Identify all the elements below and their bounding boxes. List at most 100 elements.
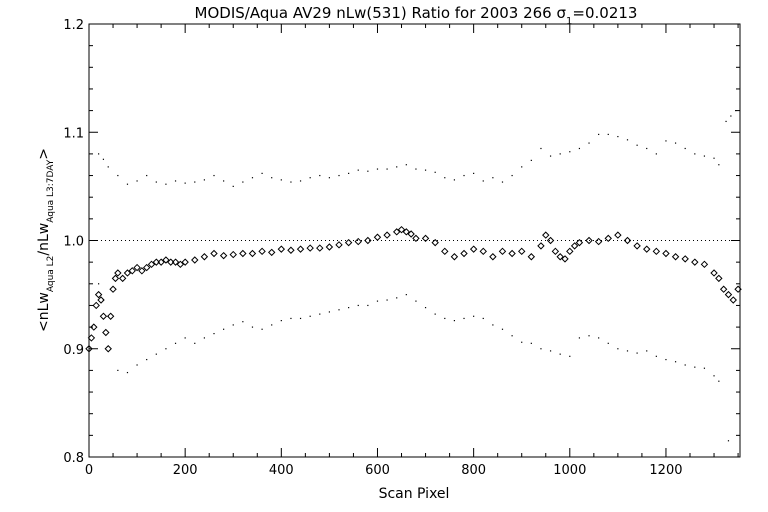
series-3-point xyxy=(674,361,677,363)
series-3-point xyxy=(434,313,436,315)
series-2-point xyxy=(348,172,350,174)
series-3-point xyxy=(242,321,244,323)
series-1-point xyxy=(556,253,564,261)
series-1-point xyxy=(92,301,100,310)
series-3-point xyxy=(444,317,446,320)
series-2-point xyxy=(424,169,427,171)
series-1-point xyxy=(604,234,612,243)
series-1-point xyxy=(99,312,108,320)
series-3-point xyxy=(415,300,417,302)
series-2-point xyxy=(338,174,340,177)
series-1-point xyxy=(142,263,151,272)
series-3-point xyxy=(540,348,542,350)
series-1-point xyxy=(715,274,723,283)
axis-ticks xyxy=(88,23,740,458)
series-3-point xyxy=(665,358,667,361)
series-2-point xyxy=(146,174,148,177)
series-2-point xyxy=(511,174,513,177)
series-3-point xyxy=(646,350,648,352)
series-2-point xyxy=(473,172,475,174)
outlier-point xyxy=(727,440,730,442)
series-3-point xyxy=(549,350,552,352)
series-2-point xyxy=(694,153,696,155)
series-2-point xyxy=(165,183,167,185)
series-1-point xyxy=(191,256,199,264)
x-tick-label: 400 xyxy=(269,463,294,478)
series-3-point xyxy=(559,353,561,355)
series-1-point xyxy=(498,247,507,256)
series-1-point xyxy=(393,228,401,236)
series-1-point xyxy=(162,256,170,264)
series-3-point xyxy=(98,283,100,285)
series-1-point xyxy=(407,230,415,238)
series-1-point xyxy=(623,236,632,245)
series-1-point xyxy=(229,250,237,259)
series-1-point xyxy=(575,238,584,247)
series-2-point xyxy=(482,180,484,182)
series-1-point xyxy=(325,243,334,251)
series-2-point xyxy=(588,142,590,144)
series-3-point xyxy=(492,324,494,326)
series-3-point xyxy=(280,320,282,322)
data-series xyxy=(85,110,742,442)
series-3-point xyxy=(578,337,581,339)
series-2-point xyxy=(271,177,273,179)
series-2-point xyxy=(376,168,379,170)
outlier-point xyxy=(735,110,737,112)
series-3-point xyxy=(174,342,177,344)
series-2-point xyxy=(713,157,715,159)
series-3-point xyxy=(501,328,504,330)
series-2-point xyxy=(367,170,369,172)
series-1-point xyxy=(542,231,550,239)
x-tick-label: 1200 xyxy=(649,463,682,478)
series-1-point xyxy=(200,253,209,261)
series-1-point xyxy=(316,244,324,252)
series-3-point xyxy=(338,309,340,311)
series-1-point xyxy=(652,247,661,256)
series-2-point xyxy=(213,174,215,177)
series-2-point xyxy=(617,135,619,138)
title-sigma: σ xyxy=(557,4,567,22)
series-2-point xyxy=(242,181,244,183)
series-3-point xyxy=(655,355,657,357)
series-1-point xyxy=(383,231,391,239)
series-1-point xyxy=(734,285,742,293)
series-3-point xyxy=(251,326,254,328)
series-1-point xyxy=(118,274,127,283)
series-3-point xyxy=(530,342,532,344)
series-3-point xyxy=(136,364,138,366)
series-2-point xyxy=(251,177,254,179)
series-3-point xyxy=(598,337,600,339)
series-3-point xyxy=(271,324,273,326)
series-1-point xyxy=(489,253,497,261)
series-1-point xyxy=(87,334,96,342)
series-3-point xyxy=(107,315,109,317)
series-3-point xyxy=(319,313,321,315)
series-1-point xyxy=(85,345,93,353)
series-3-point xyxy=(126,371,129,374)
series-2-point xyxy=(453,179,456,181)
series-2-point xyxy=(319,174,321,177)
series-3-point xyxy=(453,320,456,322)
series-1-point xyxy=(176,260,185,269)
series-2-point xyxy=(223,180,225,182)
series-1-point xyxy=(364,236,372,245)
series-2-point xyxy=(232,185,234,187)
series-3-point xyxy=(703,367,706,369)
series-1-point xyxy=(133,263,141,272)
series-1-point xyxy=(412,234,420,243)
series-3-point xyxy=(521,341,523,343)
x-tick-label: 0 xyxy=(85,463,93,478)
series-3-point xyxy=(117,369,119,371)
series-1-point xyxy=(724,290,733,299)
series-1-point xyxy=(561,255,569,263)
series-2-point xyxy=(328,177,330,179)
series-3-point xyxy=(463,317,465,320)
title-value: =0.0213 xyxy=(572,4,637,22)
series-2-point xyxy=(309,177,311,179)
series-1-point xyxy=(397,225,406,234)
series-1-point xyxy=(518,247,526,256)
series-2-point xyxy=(626,139,629,141)
series-2-point xyxy=(155,181,157,183)
